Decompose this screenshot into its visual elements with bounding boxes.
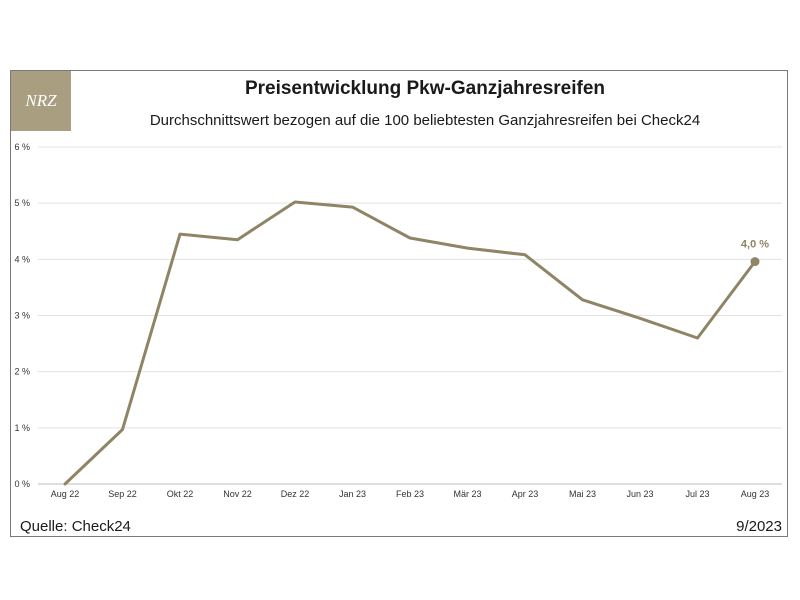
y-tick-label: 3 % — [14, 311, 30, 321]
data-point-last — [750, 257, 760, 267]
publication-date: 9/2023 — [736, 518, 782, 535]
series-line — [63, 200, 757, 486]
x-tick-label: Nov 22 — [223, 489, 252, 499]
x-tick-label: Apr 23 — [512, 489, 539, 499]
y-tick-label: 2 % — [14, 367, 30, 377]
y-tick-label: 5 % — [14, 198, 30, 208]
x-tick-label: Mai 23 — [569, 489, 596, 499]
x-tick-label: Jan 23 — [339, 489, 366, 499]
source-note: Quelle: Check24 — [20, 518, 131, 535]
x-axis-ticks: Aug 22 Sep 22 Okt 22 Nov 22 Dez 22 Jan 23 Feb … — [51, 489, 770, 499]
grid-layer — [38, 146, 782, 485]
chart-subtitle: Durchschnittswert bezogen auf die 100 be… — [149, 112, 701, 129]
nrz-logo: NRZ — [11, 71, 71, 131]
x-tick-label: Aug 23 — [741, 489, 770, 499]
x-tick-label: Jul 23 — [685, 489, 709, 499]
y-tick-label: 0 % — [14, 479, 30, 489]
y-tick-label: 6 % — [14, 142, 30, 152]
y-tick-label: 1 % — [14, 423, 30, 433]
x-tick-label: Mär 23 — [453, 489, 481, 499]
x-tick-label: Feb 23 — [396, 489, 424, 499]
chart-title: Preisentwicklung Pkw-Ganzjahresreifen — [244, 78, 606, 99]
data-label-last: 4,0 % — [741, 239, 769, 251]
chart-frame — [10, 70, 788, 537]
x-tick-label: Sep 22 — [108, 489, 137, 499]
x-tick-label: Jun 23 — [626, 489, 653, 499]
y-axis-ticks: 0 % 1 % 2 % 3 % 4 % 5 % 6 % — [14, 142, 30, 489]
series-layer: 4,0 % — [63, 200, 769, 486]
logo-text: NRZ — [25, 91, 57, 110]
x-tick-label: Okt 22 — [167, 489, 194, 499]
x-tick-label: Aug 22 — [51, 489, 80, 499]
y-tick-label: 4 % — [14, 254, 30, 264]
x-tick-label: Dez 22 — [281, 489, 310, 499]
